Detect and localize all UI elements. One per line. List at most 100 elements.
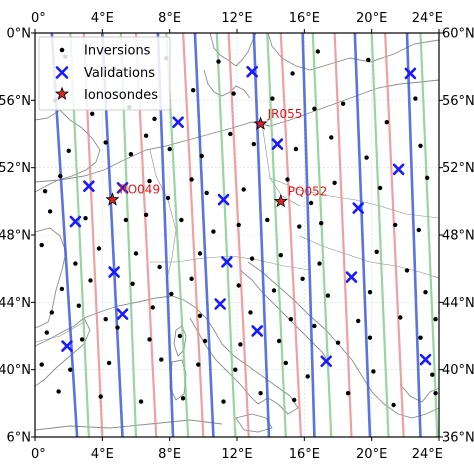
inversion-point <box>191 88 196 93</box>
inversion-point <box>143 133 149 138</box>
inversion-points <box>39 49 438 408</box>
inversion-point <box>130 281 135 286</box>
validation-point <box>419 353 432 366</box>
inversion-point <box>159 357 164 362</box>
inversion-point <box>270 96 275 101</box>
inversion-point <box>271 288 277 293</box>
satellite-track-blue <box>405 33 422 437</box>
bottom-lon-tick-label: 12°E <box>221 447 252 462</box>
inversion-point <box>312 106 317 112</box>
inversion-point <box>371 369 376 374</box>
coastline-denmark <box>203 69 251 99</box>
inversion-point <box>66 148 71 153</box>
inversion-point <box>44 330 49 335</box>
inversion-point <box>189 177 194 182</box>
coastline-iberia <box>35 317 91 387</box>
inversion-point <box>123 217 129 223</box>
coastline-france-west <box>35 227 67 329</box>
inversion-point <box>398 315 403 320</box>
border-central-europe <box>269 177 439 219</box>
validation-point <box>217 193 230 206</box>
inversion-point <box>413 96 418 101</box>
coastline-balkans <box>247 261 439 419</box>
inversion-point <box>73 261 78 266</box>
inversion-point <box>290 71 295 76</box>
ionosonde-label: RO049 <box>119 183 160 197</box>
validation-point <box>352 202 365 214</box>
inversion-point <box>204 190 209 196</box>
inversion-point <box>423 290 428 295</box>
inversion-point <box>47 209 53 214</box>
ionosonde-star <box>253 116 268 130</box>
left-lat-tick-label: 52°N <box>0 161 31 176</box>
inversion-point <box>249 256 255 261</box>
inversion-point <box>68 367 73 372</box>
inversion-point <box>251 141 256 147</box>
inversion-point <box>340 101 346 106</box>
inversion-point <box>315 49 320 54</box>
inversion-point <box>308 200 314 206</box>
inversion-point <box>202 338 208 344</box>
inversion-point <box>133 251 139 256</box>
inversion-point <box>288 317 294 322</box>
inversion-point <box>157 264 162 270</box>
inversion-point <box>236 283 241 288</box>
satellite-track-green <box>419 33 439 437</box>
validation-point <box>116 308 129 320</box>
ionosonde-star <box>273 193 288 208</box>
inversion-point <box>197 251 203 256</box>
legend-ionosonde-marker <box>55 86 69 100</box>
inversion-point <box>433 391 438 396</box>
satellite-track-blue <box>301 33 316 437</box>
legend-ionosondes-label: Ionosondes <box>84 88 158 103</box>
inversion-point <box>216 59 221 64</box>
inversion-point <box>329 135 334 140</box>
legend-validations-label: Validations <box>84 66 155 81</box>
validation-point <box>221 256 233 268</box>
legend: Inversions Validations Ionosondes <box>38 36 171 111</box>
bottom-lon-tick-label: 8°E <box>158 447 181 462</box>
inversion-point <box>433 317 438 322</box>
inversion-point <box>98 394 103 399</box>
top-lon-tick-label: 12°E <box>221 11 252 26</box>
inversion-point <box>276 338 282 344</box>
inversion-point <box>367 335 373 340</box>
satellite-track-red <box>333 33 353 437</box>
validation-point <box>83 180 95 192</box>
axis-ticks: 0° 0° 4°E 4°E 8°E 8°E 12°E 12°E 16°E 16°E 20°E 20°E… <box>0 11 474 462</box>
inversion-point <box>228 131 233 137</box>
inversion-point <box>319 221 324 226</box>
right-lat-tick-label: 52°N <box>442 161 474 176</box>
inversion-point <box>241 187 246 192</box>
inversion-point <box>285 177 290 182</box>
coastline-greece <box>399 383 439 403</box>
inversion-point <box>138 399 144 404</box>
top-lon-tick-label: 8°E <box>158 11 181 26</box>
top-lon-tick-label: 24°E <box>412 11 443 26</box>
inversion-point <box>147 178 152 184</box>
satellite-track-red <box>227 33 250 437</box>
inversion-point <box>265 217 270 223</box>
inversion-point <box>312 323 317 329</box>
inversion-point <box>199 153 204 159</box>
right-lat-tick-label: 48°N <box>442 229 474 244</box>
inversion-point <box>233 367 238 372</box>
validation-point <box>246 65 258 78</box>
validation-point <box>392 163 405 176</box>
inversion-point <box>177 333 182 339</box>
inversion-point <box>79 337 85 342</box>
inversion-point <box>165 195 171 201</box>
satellite-track-red <box>182 33 205 437</box>
inversion-point <box>393 222 398 228</box>
right-lat-tick-label: 44°N <box>442 296 474 311</box>
inversion-point <box>305 374 310 379</box>
inversion-point <box>377 185 383 191</box>
bottom-lon-tick-label: 24°E <box>412 447 443 462</box>
inversion-point <box>366 57 371 63</box>
legend-inversion-marker <box>59 47 65 53</box>
inversion-point <box>39 242 44 248</box>
inversion-point <box>248 310 253 315</box>
coastline-italy <box>189 307 299 415</box>
inversion-point <box>221 399 226 404</box>
satellite-track-red <box>279 33 303 437</box>
